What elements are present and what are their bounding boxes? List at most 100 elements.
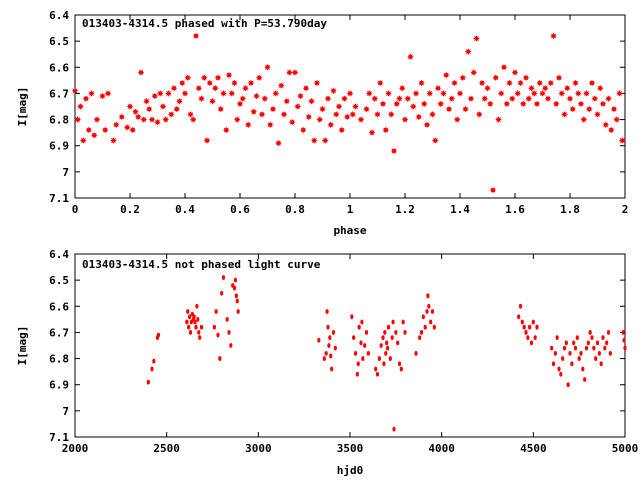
data-point bbox=[209, 97, 216, 105]
data-point bbox=[198, 335, 202, 341]
x-tick-label: 0 bbox=[72, 203, 79, 216]
data-point bbox=[231, 79, 238, 87]
data-point bbox=[221, 275, 226, 280]
data-point bbox=[590, 335, 594, 341]
data-point bbox=[192, 314, 196, 320]
data-point bbox=[528, 84, 535, 92]
data-point bbox=[415, 113, 423, 121]
data-point bbox=[414, 350, 418, 356]
data-point bbox=[275, 139, 282, 147]
data-point bbox=[218, 356, 222, 361]
x-tick-label: 3000 bbox=[245, 442, 272, 455]
data-point bbox=[110, 137, 117, 144]
data-point bbox=[418, 79, 425, 87]
data-point bbox=[368, 129, 376, 137]
data-point bbox=[592, 345, 596, 351]
data-point bbox=[173, 105, 181, 113]
data-point bbox=[316, 116, 324, 123]
data-point bbox=[421, 314, 425, 320]
data-point bbox=[85, 126, 93, 134]
data-point bbox=[239, 95, 247, 103]
data-point bbox=[486, 100, 494, 108]
data-point bbox=[211, 84, 219, 92]
data-point bbox=[555, 74, 563, 82]
data-point bbox=[196, 316, 200, 322]
data-point bbox=[605, 95, 612, 103]
data-point bbox=[392, 426, 396, 432]
data-point bbox=[352, 103, 359, 110]
y-tick-label: 6.6 bbox=[49, 300, 69, 313]
data-point bbox=[220, 90, 227, 97]
data-point bbox=[154, 118, 161, 126]
data-point bbox=[526, 335, 530, 341]
data-point bbox=[328, 335, 332, 341]
data-point bbox=[291, 69, 299, 76]
data-point bbox=[544, 95, 552, 103]
data-point bbox=[77, 103, 84, 110]
data-point bbox=[325, 309, 329, 314]
data-point bbox=[222, 126, 230, 134]
data-point bbox=[574, 90, 582, 97]
data-point bbox=[390, 335, 394, 341]
data-point bbox=[580, 116, 588, 123]
data-point bbox=[195, 303, 199, 309]
data-point bbox=[403, 330, 407, 335]
data-point bbox=[212, 324, 216, 330]
data-point bbox=[497, 90, 505, 97]
data-point bbox=[583, 90, 590, 97]
data-point bbox=[535, 324, 539, 330]
data-point bbox=[453, 116, 461, 123]
x-tick-label: 1.6 bbox=[505, 203, 525, 216]
data-point bbox=[563, 84, 571, 92]
data-point bbox=[379, 100, 387, 108]
x-tick-label: 1.2 bbox=[395, 203, 415, 216]
data-point bbox=[330, 366, 334, 372]
x-tick-label: 1 bbox=[347, 203, 354, 216]
data-point bbox=[409, 103, 417, 110]
y-tick-label: 7 bbox=[62, 166, 69, 179]
data-point bbox=[88, 90, 95, 97]
data-point bbox=[137, 69, 145, 76]
data-point bbox=[384, 350, 388, 356]
data-point bbox=[329, 353, 333, 359]
data-point bbox=[236, 100, 244, 108]
data-point bbox=[194, 324, 198, 330]
data-point bbox=[242, 84, 249, 92]
data-point bbox=[150, 366, 154, 372]
data-point bbox=[187, 110, 194, 118]
y-tick-label: 6.4 bbox=[49, 9, 69, 22]
data-point bbox=[253, 92, 260, 100]
data-point bbox=[399, 366, 403, 372]
data-point bbox=[277, 82, 285, 89]
data-point bbox=[332, 110, 340, 118]
data-point bbox=[533, 100, 541, 108]
data-point bbox=[419, 330, 424, 335]
data-point bbox=[570, 361, 574, 367]
data-point bbox=[214, 309, 218, 314]
data-point bbox=[451, 79, 458, 87]
data-point bbox=[126, 103, 134, 110]
data-point bbox=[343, 113, 351, 121]
data-point bbox=[326, 324, 330, 330]
data-point bbox=[423, 121, 431, 129]
data-point bbox=[623, 345, 627, 351]
data-point bbox=[377, 356, 381, 361]
data-point bbox=[525, 95, 533, 103]
x-tick-label: 3500 bbox=[337, 442, 364, 455]
data-point bbox=[596, 84, 604, 92]
y-tick-label: 6.6 bbox=[49, 61, 69, 74]
data-point bbox=[584, 345, 589, 351]
data-point bbox=[585, 105, 593, 113]
data-point bbox=[555, 335, 559, 341]
chart-title: 013403-4314.5 phased with P=53.790day bbox=[82, 17, 327, 30]
x-axis-label: hjd0 bbox=[337, 464, 364, 477]
data-point bbox=[605, 340, 609, 346]
data-point bbox=[134, 113, 142, 121]
data-point bbox=[165, 90, 172, 97]
data-point bbox=[379, 343, 383, 348]
data-point bbox=[319, 105, 326, 113]
data-point bbox=[430, 309, 435, 314]
data-point bbox=[152, 358, 156, 364]
data-point bbox=[189, 116, 197, 123]
data-point bbox=[206, 79, 214, 87]
